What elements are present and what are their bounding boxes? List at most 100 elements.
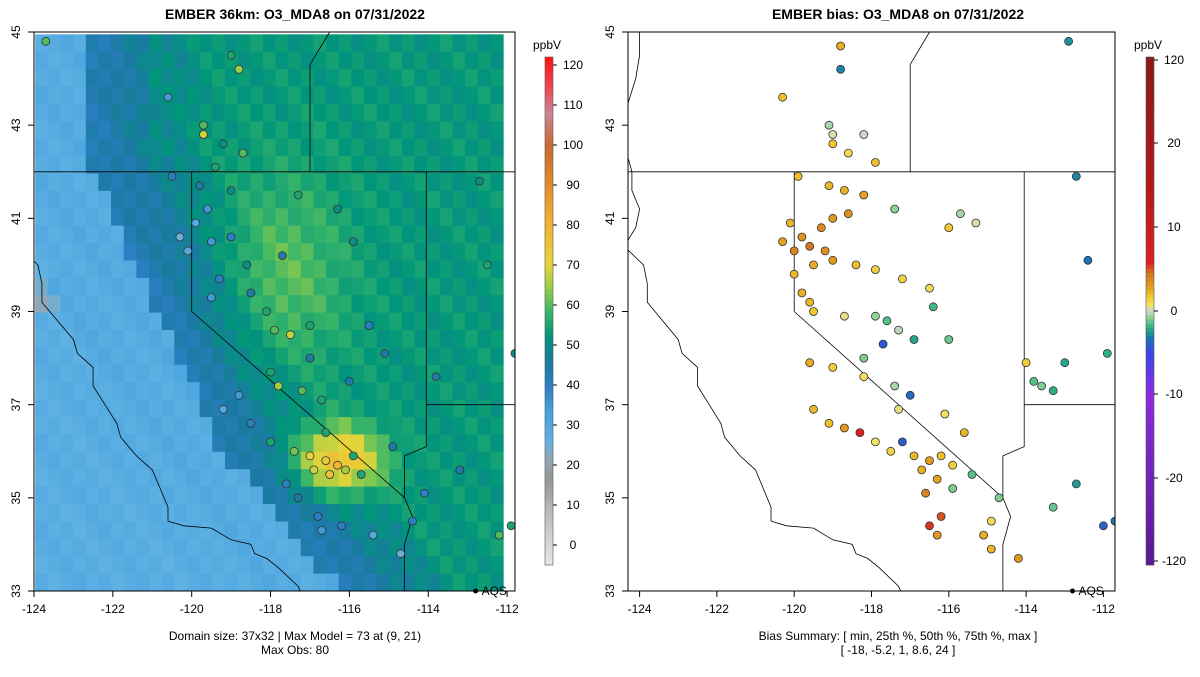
left-obs-point	[203, 204, 212, 214]
left-grid-cell	[439, 208, 454, 227]
left-grid-cell	[288, 260, 302, 279]
right-obs-point	[948, 460, 958, 470]
right-obs-point	[925, 521, 934, 531]
left-grid-cell	[161, 469, 175, 488]
right-colorbar-segment	[1146, 493, 1154, 498]
left-colorbar-segment	[545, 298, 553, 303]
left-colorbar-segment	[545, 459, 553, 464]
left-grid-cell	[465, 538, 479, 557]
left-grid-cell	[288, 347, 302, 366]
right-obs-point	[909, 451, 919, 461]
left-grid-cell	[427, 225, 441, 244]
left-colorbar-segment	[545, 57, 553, 62]
left-grid-cell	[338, 451, 352, 470]
left-grid-cell	[98, 417, 112, 435]
left-colorbar-segment	[545, 421, 553, 426]
left-grid-cell	[313, 260, 327, 279]
left-colorbar-segment	[545, 450, 553, 456]
right-obs-point	[925, 283, 934, 293]
left-grid-cell	[326, 34, 340, 53]
left-grid-cell	[465, 521, 479, 540]
left-grid-cell	[477, 190, 492, 209]
left-grid-cell	[199, 347, 213, 366]
left-grid-cell	[452, 312, 466, 331]
left-grid-cell	[73, 573, 87, 591]
left-colorbar-segment	[545, 429, 553, 435]
right-x-tick-label: -118	[860, 602, 883, 616]
left-grid-cell	[313, 347, 327, 366]
left-grid-cell	[212, 434, 226, 453]
left-grid-cell	[85, 521, 99, 540]
right-obs-point	[986, 544, 996, 554]
left-grid-cell	[212, 486, 226, 505]
left-grid-cell	[326, 521, 340, 540]
left-y-tick-label: 45	[9, 25, 23, 39]
left-grid-cell	[149, 399, 163, 418]
left-grid-cell	[477, 121, 492, 140]
left-grid-cell	[439, 156, 454, 174]
left-observation-points	[41, 36, 515, 559]
left-grid-cell	[338, 190, 352, 209]
left-grid-cell	[389, 34, 403, 53]
left-grid-cell	[174, 556, 188, 575]
left-grid-cell	[111, 382, 125, 401]
left-grid-cell	[326, 312, 340, 331]
left-obs-point	[289, 446, 299, 456]
left-grid-cell	[199, 469, 213, 488]
right-obs-point	[894, 404, 904, 414]
left-grid-cell	[439, 382, 454, 401]
left-grid-cell	[136, 417, 150, 435]
left-grid-cell	[186, 138, 201, 157]
right-y-tick-label: 35	[603, 491, 617, 505]
left-grid-cell	[288, 277, 302, 296]
left-colorbar-segment	[545, 167, 553, 172]
left-grid-cell	[149, 451, 163, 470]
left-grid-cell	[414, 173, 428, 192]
left-grid-cell	[288, 295, 302, 314]
left-grid-cell	[85, 243, 99, 261]
right-colorbar-segment	[1146, 264, 1154, 270]
left-grid-cell	[237, 521, 251, 540]
left-grid-cell	[161, 486, 175, 505]
left-grid-cell	[60, 538, 74, 557]
right-colorbar-segment	[1146, 103, 1154, 109]
left-grid-cell	[35, 399, 49, 418]
left-grid-cell	[174, 208, 188, 227]
left-grid-cell	[477, 556, 492, 575]
left-grid-cell	[477, 504, 492, 522]
right-colorbar-segment	[1146, 408, 1154, 413]
right-colorbar-segment	[1146, 251, 1154, 257]
right-obs-point	[809, 404, 818, 414]
left-grid-cell	[85, 173, 99, 192]
right-colorbar-segment	[1146, 311, 1154, 316]
left-grid-cell	[136, 51, 150, 70]
left-grid-cell	[149, 103, 163, 122]
left-grid-cell	[60, 243, 74, 261]
left-grid-cell	[401, 556, 416, 575]
right-obs-point	[805, 241, 815, 251]
left-grid-cell	[465, 173, 479, 192]
left-grid-cell	[224, 173, 239, 192]
left-grid-cell	[186, 277, 201, 296]
left-colorbar-segment	[545, 433, 553, 439]
left-grid-cell	[275, 330, 289, 348]
left-obs-point	[305, 321, 315, 330]
left-grid-cell	[237, 399, 251, 418]
right-colorbar-segment	[1146, 196, 1154, 202]
right-obs-point	[797, 288, 807, 298]
left-grid-cell	[111, 469, 125, 488]
left-grid-cell	[452, 86, 466, 105]
bias-summary-line1: Bias Summary: [ min, 25th %, 50th %, 75t…	[758, 629, 1038, 643]
right-colorbar-segment	[1146, 175, 1154, 181]
left-grid-cell	[60, 521, 74, 540]
left-grid-cell	[414, 469, 428, 488]
left-grid-cell	[313, 225, 327, 244]
left-colorbar-segment	[545, 103, 553, 109]
left-grid-cell	[47, 260, 61, 279]
left-colorbar-segment	[545, 382, 553, 388]
left-grid-cell	[123, 208, 137, 227]
left-grid-cell	[490, 556, 504, 575]
left-grid-cell	[490, 34, 504, 53]
left-grid-cell	[376, 69, 390, 88]
left-grid-cell	[288, 121, 302, 140]
